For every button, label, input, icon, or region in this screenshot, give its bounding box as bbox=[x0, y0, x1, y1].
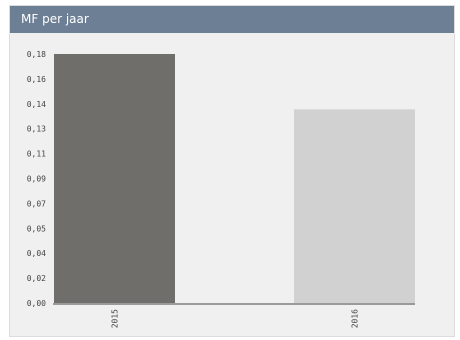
y-tick-label: 0,09 bbox=[27, 175, 46, 184]
widget-header: MF per jaar bbox=[10, 6, 454, 33]
widget-title: MF per jaar bbox=[21, 12, 89, 26]
bar-2015[interactable] bbox=[54, 54, 175, 303]
y-tick-label: 0,13 bbox=[27, 125, 46, 134]
y-tick-label: 0,18 bbox=[27, 50, 46, 59]
y-tick-label: 0,16 bbox=[27, 75, 46, 84]
y-tick-label: 0,05 bbox=[27, 224, 46, 233]
y-tick-label: 0,11 bbox=[27, 150, 46, 159]
y-tick-label: 0,07 bbox=[27, 199, 46, 208]
y-tick-label: 0,14 bbox=[27, 100, 46, 109]
y-tick-label: 0,02 bbox=[27, 274, 46, 283]
x-tick-label-2016: 2016 bbox=[351, 309, 360, 328]
y-tick-label: 0,00 bbox=[27, 299, 46, 308]
bar-2016[interactable] bbox=[294, 109, 415, 303]
x-tick-label-2015: 2015 bbox=[111, 309, 120, 328]
y-tick-label: 0,04 bbox=[27, 249, 46, 258]
